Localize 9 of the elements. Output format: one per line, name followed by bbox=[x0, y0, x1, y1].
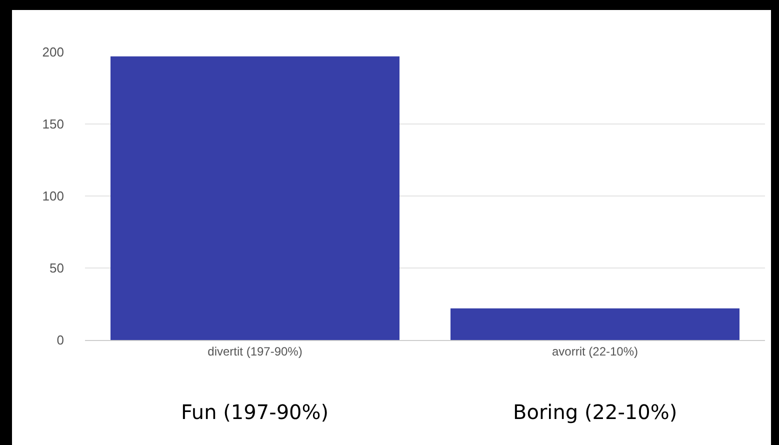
text: Boring (22-10%) bbox=[513, 400, 678, 424]
y-tick-label: 150 bbox=[42, 116, 64, 132]
y-tick-label: 100 bbox=[42, 188, 64, 204]
x-tick-label: divertit (197-90%) bbox=[208, 344, 302, 358]
y-tick-label: 50 bbox=[50, 260, 64, 276]
y-tick-label: 200 bbox=[42, 44, 64, 60]
text: Fun (197-90%) bbox=[181, 400, 329, 424]
y-tick-label: 0 bbox=[56, 332, 64, 348]
x-tick-label: avorrit (22-10%) bbox=[552, 344, 638, 358]
